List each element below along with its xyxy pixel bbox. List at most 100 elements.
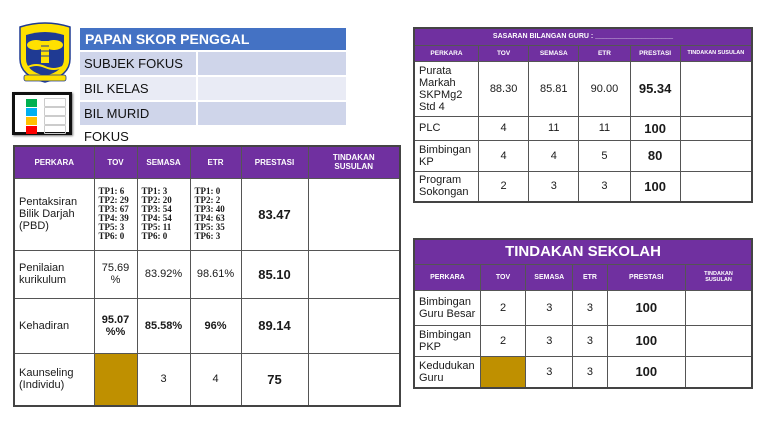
tov-cell: 2 — [479, 289, 527, 326]
tp-value: TP5: 3 — [98, 222, 125, 232]
etr-cell: 5 — [578, 139, 631, 172]
tindakan-cell[interactable] — [307, 352, 401, 407]
col-prestasi: PRESTASI — [629, 44, 681, 62]
col-perkara: PERKARA — [413, 263, 481, 291]
legend-item — [26, 125, 69, 134]
legend-item — [26, 116, 69, 125]
table-row: Kedudukan Guru 3 3 100 — [413, 355, 753, 389]
perkara-cell: PLC — [413, 115, 479, 141]
tp-value: TP1: 0 — [194, 186, 221, 196]
tindakan-cell[interactable] — [307, 249, 401, 299]
legend-swatch-red — [26, 125, 37, 134]
col-perkara: PERKARA — [413, 44, 479, 62]
table-row: Bimbingan PKP 2 3 3 100 — [413, 324, 753, 357]
tp-value: TP2: 2 — [194, 195, 221, 205]
legend-label — [44, 107, 66, 116]
prestasi-cell: 75 — [240, 352, 309, 407]
tp-value: TP3: 40 — [194, 204, 225, 214]
tp-value: TP2: 20 — [141, 195, 172, 205]
perkara-cell: Bimbingan KP — [413, 139, 479, 172]
etr-cell: 4 — [189, 352, 242, 407]
tov-cell-highlight — [479, 355, 527, 389]
main-score-table: PERKARA TOV SEMASA ETR PRESTASI TINDAKAN… — [13, 145, 401, 407]
tindakan-sekolah-table: TINDAKAN SEKOLAH PERKARA TOV SEMASA ETR … — [413, 238, 753, 389]
tindakan-cell[interactable] — [679, 115, 753, 141]
scoreboard-title: PAPAN SKOR PENGGAL _______________ — [80, 28, 346, 69]
col-semasa: SEMASA — [528, 44, 580, 62]
etr-cell: 90.00 — [578, 60, 631, 117]
tindakan-cell[interactable] — [679, 139, 753, 172]
tov-cell: 95.07 %% — [93, 297, 138, 354]
etr-cell: TP1: 0 TP2: 2 TP3: 40 TP4: 63 TP5: 35 TP… — [189, 177, 242, 251]
tp-value: TP6: 0 — [98, 231, 125, 241]
legend-swatch-orange — [26, 116, 37, 125]
prestasi-cell: 100 — [606, 324, 687, 357]
tp-value: TP5: 35 — [194, 222, 225, 232]
table-row: Pentaksiran Bilik Darjah (PBD) TP1: 6 TP… — [13, 177, 401, 251]
legend-label — [44, 98, 66, 107]
col-semasa: SEMASA — [136, 145, 191, 179]
sekolah-table-title: TINDAKAN SEKOLAH — [413, 238, 753, 265]
perkara-cell: Bimbingan Guru Besar — [413, 289, 481, 326]
legend-label — [44, 116, 66, 125]
semasa-cell: 3 — [525, 355, 574, 389]
table-row: Bimbingan Guru Besar 2 3 3 100 — [413, 289, 753, 326]
guru-table-title: SASARAN BILANGAN GURU : ________________… — [413, 27, 753, 46]
info-label: BIL MURID FOKUS — [80, 102, 196, 144]
tp-value: TP3: 54 — [141, 204, 172, 214]
info-value[interactable] — [196, 52, 346, 75]
tov-cell: 75.69 % — [93, 249, 138, 299]
semasa-cell: 4 — [528, 139, 580, 172]
col-tov: TOV — [479, 263, 527, 291]
perkara-cell: Kedudukan Guru — [413, 355, 481, 389]
table-title-row: SASARAN BILANGAN GURU : ________________… — [413, 27, 753, 46]
tov-cell-highlight — [93, 352, 138, 407]
tov-cell: TP1: 6 TP2: 29 TP3: 67 TP4: 39 TP5: 3 TP… — [93, 177, 138, 251]
tindakan-cell[interactable] — [685, 355, 753, 389]
legend-swatch-blue — [26, 107, 37, 116]
legend-swatch-green — [26, 98, 37, 107]
semasa-cell: 83.92% — [136, 249, 191, 299]
prestasi-cell: 95.34 — [629, 60, 681, 117]
semasa-cell: 3 — [525, 289, 574, 326]
info-value[interactable] — [196, 77, 346, 100]
perkara-cell: Program Sokongan — [413, 170, 479, 203]
etr-cell: 11 — [578, 115, 631, 141]
info-value[interactable] — [196, 102, 346, 125]
col-tindakan: TINDAKAN SUSULAN — [679, 44, 753, 62]
semasa-cell: 85.81 — [528, 60, 580, 117]
perkara-cell: Purata Markah SKPMg2 Std 4 — [413, 60, 479, 117]
tindakan-cell[interactable] — [679, 170, 753, 203]
etr-cell: 96% — [189, 297, 242, 354]
tindakan-cell[interactable] — [307, 297, 401, 354]
tindakan-cell[interactable] — [685, 289, 753, 326]
tp-value: TP4: 39 — [98, 213, 129, 223]
semasa-cell: 11 — [528, 115, 580, 141]
etr-cell: 3 — [572, 355, 608, 389]
legend-item — [26, 98, 69, 107]
tov-cell: 88.30 — [477, 60, 530, 117]
prestasi-cell: 83.47 — [240, 177, 309, 251]
perkara-cell: Bimbingan PKP — [413, 324, 481, 357]
perkara-cell: Kehadiran — [13, 297, 95, 354]
semasa-cell: TP1: 3 TP2: 20 TP3: 54 TP4: 54 TP5: 11 T… — [136, 177, 191, 251]
table-header-row: PERKARA TOV SEMASA ETR PRESTASI TINDAKAN… — [13, 145, 401, 179]
prestasi-cell: 100 — [629, 115, 681, 141]
tindakan-cell[interactable] — [685, 324, 753, 357]
table-row: Penilaian kurikulum 75.69 % 83.92% 98.61… — [13, 249, 401, 299]
prestasi-cell: 85.10 — [240, 249, 309, 299]
etr-cell: 98.61% — [189, 249, 242, 299]
prestasi-cell: 80 — [629, 139, 681, 172]
etr-cell: 3 — [572, 324, 608, 357]
col-etr: ETR — [572, 263, 608, 291]
tp-value: TP1: 3 — [141, 186, 168, 196]
table-row: Program Sokongan 2 3 3 100 — [413, 170, 753, 203]
tindakan-cell[interactable] — [679, 60, 753, 117]
semasa-cell: 85.58% — [136, 297, 191, 354]
table-row: PLC 4 11 11 100 — [413, 115, 753, 141]
col-tov: TOV — [93, 145, 138, 179]
table-header-row: PERKARA TOV SEMASA ETR PRESTASI TINDAKAN… — [413, 263, 753, 291]
tindakan-cell[interactable] — [307, 177, 401, 251]
etr-cell: 3 — [572, 289, 608, 326]
tp-value: TP4: 63 — [194, 213, 225, 223]
